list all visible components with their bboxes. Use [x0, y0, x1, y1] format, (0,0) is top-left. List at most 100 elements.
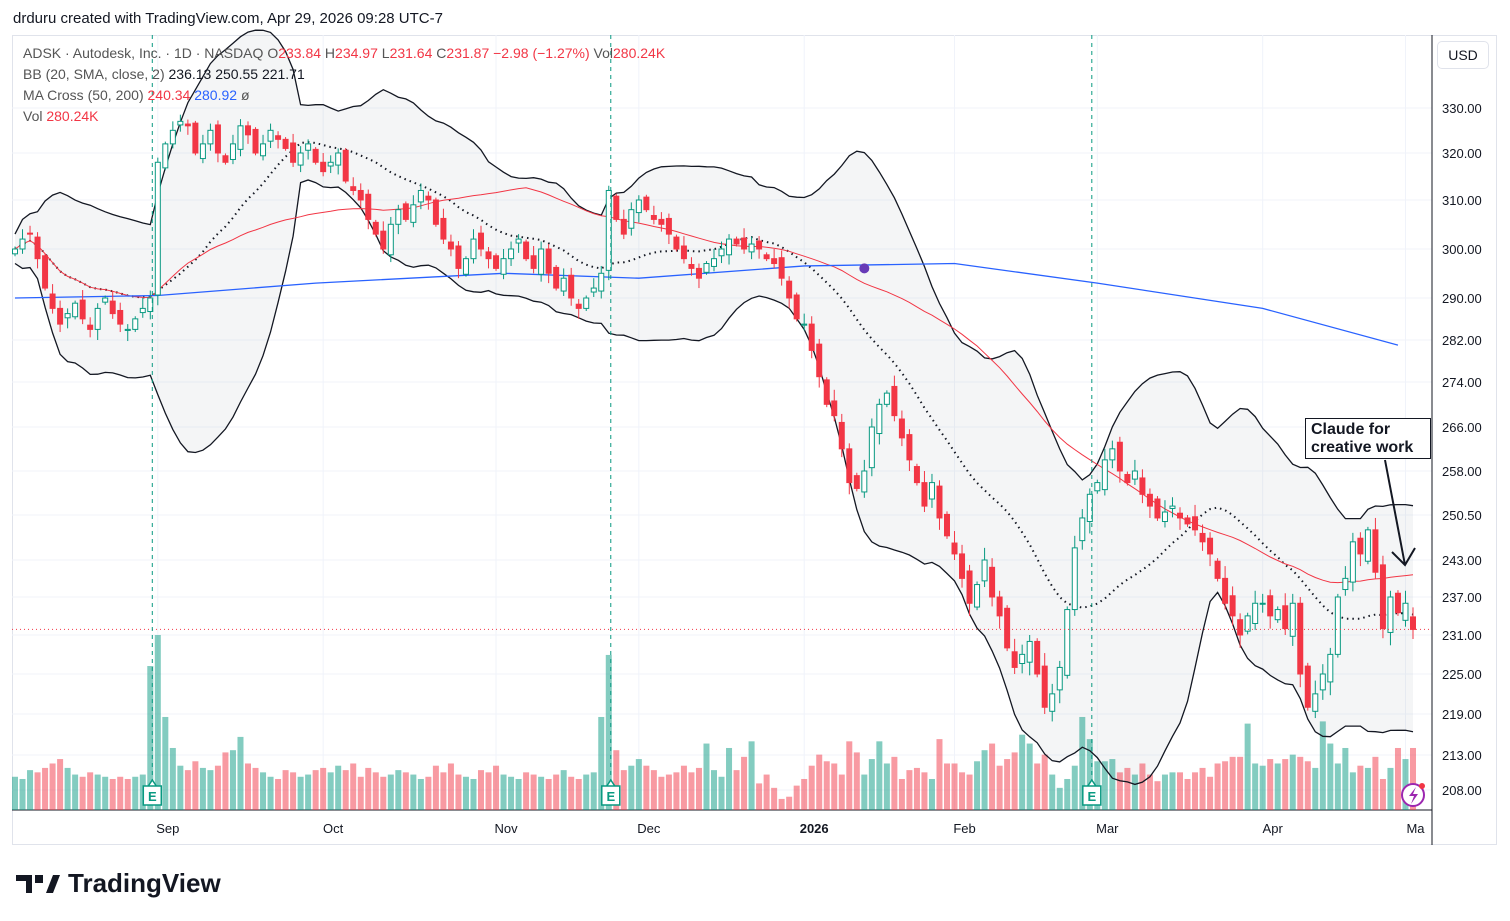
- volume-bar: [1282, 759, 1289, 810]
- volume-bar: [64, 767, 71, 810]
- volume-bar: [1026, 743, 1033, 810]
- candle-up: [635, 199, 642, 214]
- tradingview-logo[interactable]: TradingView: [16, 868, 221, 899]
- volume-bar: [831, 763, 838, 810]
- candle-up: [1252, 602, 1259, 624]
- bb-legend[interactable]: BB (20, SMA, close, 2) 236.13 250.55 221…: [23, 66, 305, 82]
- volume-bar: [1086, 739, 1093, 810]
- volume-bar: [207, 770, 214, 810]
- volume-bar: [342, 770, 349, 810]
- candle-down: [620, 218, 627, 235]
- volume-bar: [1116, 772, 1123, 810]
- volume-bar: [974, 761, 981, 810]
- candle-down: [1357, 537, 1364, 555]
- candle-down: [320, 161, 327, 173]
- volume-bar: [921, 772, 928, 810]
- candle-up: [1019, 653, 1026, 664]
- candle-down: [252, 128, 259, 154]
- volume-bar: [365, 767, 372, 810]
- volume-bar: [1349, 772, 1356, 810]
- candle-down: [432, 199, 439, 225]
- volume-bar: [1312, 767, 1319, 810]
- volume-bar: [312, 770, 319, 810]
- volume-bar: [440, 772, 447, 810]
- vol-ind-label: Vol: [23, 108, 43, 124]
- volume-bar: [748, 741, 755, 810]
- candle-up: [876, 403, 883, 435]
- candle-up: [590, 287, 597, 293]
- candle-down: [1004, 607, 1011, 649]
- symbol-legend[interactable]: ADSK · Autodesk, Inc. · 1D · NASDAQ O233…: [23, 45, 665, 61]
- volume-bar: [19, 778, 26, 810]
- volume-bar: [1207, 776, 1214, 810]
- vol-legend[interactable]: Vol 280.24K: [23, 108, 99, 124]
- candle-up: [1064, 609, 1071, 676]
- annotation-box[interactable]: Claude for creative work: [1305, 418, 1431, 459]
- volume-bar: [245, 763, 251, 810]
- candle-down: [350, 186, 357, 191]
- candle-up: [1056, 666, 1063, 691]
- volume-bar: [771, 787, 778, 810]
- candle-down: [109, 300, 116, 315]
- volume-bar: [132, 776, 139, 810]
- time-tick: Apr: [1263, 821, 1284, 836]
- price-tick: 213.00: [1442, 748, 1482, 763]
- price-tick: 208.00: [1442, 783, 1482, 798]
- volume-bar: [981, 750, 988, 810]
- close-label: C: [436, 45, 447, 61]
- candle-down: [79, 299, 86, 320]
- volume-bar: [1177, 772, 1183, 810]
- candle-up: [703, 263, 710, 273]
- volume-bar: [417, 778, 424, 810]
- candle-up: [883, 392, 890, 405]
- volume-bar: [928, 778, 935, 810]
- candle-down: [786, 280, 793, 299]
- volume-bar: [989, 743, 996, 810]
- candle-up: [154, 161, 161, 296]
- candle-down: [553, 266, 560, 289]
- volume-bar: [1327, 743, 1334, 810]
- candle-down: [1410, 616, 1416, 630]
- volume-bar: [87, 772, 94, 810]
- volume-bar: [861, 774, 868, 810]
- volume-bar: [395, 770, 402, 810]
- candle-down: [1116, 441, 1123, 472]
- candle-down: [1154, 498, 1161, 519]
- price-tick: 231.00: [1442, 628, 1482, 643]
- volume-bar: [1244, 723, 1251, 810]
- volume-bar: [545, 778, 552, 810]
- volume-bar: [425, 776, 432, 810]
- volume-bar: [169, 747, 176, 810]
- volume-bar: [1034, 763, 1041, 810]
- volume-bar: [102, 776, 109, 810]
- volume-bar: [290, 772, 297, 810]
- candle-up: [1364, 529, 1371, 562]
- currency-button[interactable]: USD: [1437, 41, 1489, 69]
- ma-legend[interactable]: MA Cross (50, 200) 240.34 280.92 ø: [23, 87, 250, 103]
- volume-bar: [846, 741, 853, 810]
- candle-up: [124, 328, 131, 331]
- volume-bar: [275, 778, 282, 810]
- candle-down: [87, 324, 94, 330]
- candle-down: [402, 203, 409, 220]
- volume-bar: [387, 774, 394, 810]
- candle-down: [741, 237, 748, 250]
- candle-down: [192, 122, 199, 154]
- candle-up: [237, 125, 244, 150]
- candle-up: [1334, 596, 1341, 655]
- candle-up: [410, 204, 417, 223]
- vol-label: Vol: [593, 45, 613, 61]
- volume-bar: [951, 763, 958, 810]
- candle-up: [1387, 596, 1394, 633]
- candle-down: [793, 294, 800, 320]
- bb-lower: 221.71: [261, 66, 305, 82]
- volume-bar: [793, 785, 800, 810]
- candle-down: [688, 264, 695, 269]
- candle-down: [222, 155, 229, 163]
- candle-up: [169, 129, 176, 145]
- candle-up: [1161, 511, 1168, 523]
- candle-down: [523, 241, 530, 260]
- volume-bar: [117, 776, 124, 810]
- volume-bar: [305, 774, 312, 810]
